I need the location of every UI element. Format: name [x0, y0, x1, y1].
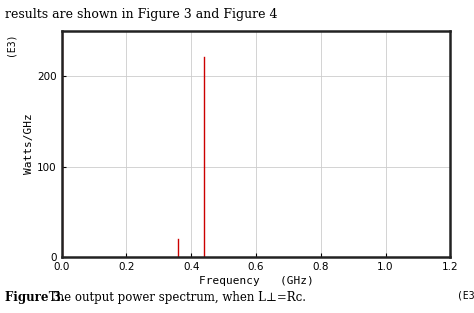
Text: The output power spectrum, when L⊥=Rᴄ.: The output power spectrum, when L⊥=Rᴄ.	[45, 290, 306, 304]
Text: Figure 3.: Figure 3.	[5, 290, 65, 304]
Y-axis label: Watts/GHz: Watts/GHz	[24, 114, 34, 174]
Text: results are shown in Figure 3 and Figure 4: results are shown in Figure 3 and Figure…	[5, 8, 277, 21]
Text: (E3): (E3)	[6, 32, 16, 56]
Text: (E3): (E3)	[457, 291, 474, 301]
X-axis label: Frequency   (GHz): Frequency (GHz)	[199, 276, 313, 286]
